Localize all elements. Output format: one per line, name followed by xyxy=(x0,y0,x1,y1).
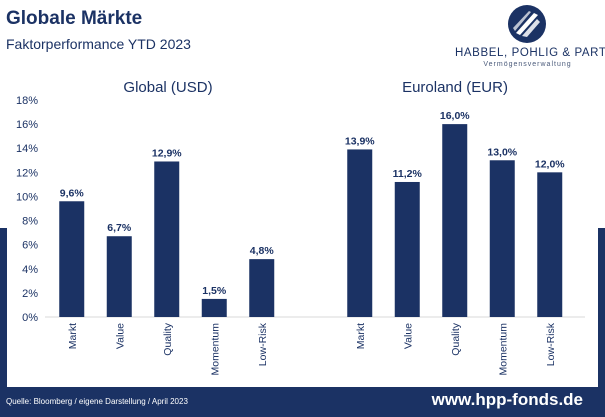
bar xyxy=(489,160,515,317)
y-tick-label: 14% xyxy=(16,143,38,155)
bar xyxy=(106,236,132,317)
data-label: 12,9% xyxy=(152,147,182,159)
bar xyxy=(442,124,468,317)
data-label: 1,5% xyxy=(202,285,227,297)
bar xyxy=(154,161,180,317)
website-url[interactable]: www.hpp-fonds.de xyxy=(431,390,583,409)
y-tick-label: 10% xyxy=(16,191,38,203)
panel-title: Global (USD) xyxy=(123,79,212,96)
source-note: Quelle: Bloomberg / eigene Darstellung /… xyxy=(6,397,188,406)
bar-chart: 0% 2% 4% 6% 8% 10% 12% 14% 16% 18% Global (USD) 9,6… xyxy=(16,79,585,376)
bar xyxy=(347,149,373,317)
page-title: Globale Märkte xyxy=(6,8,143,29)
bar xyxy=(394,181,420,317)
data-label: 16,0% xyxy=(440,110,470,122)
x-tick-label: Value xyxy=(114,323,126,349)
logo-emblem-icon xyxy=(508,5,546,43)
data-label: 11,2% xyxy=(393,168,423,180)
data-label: 12,0% xyxy=(535,158,565,170)
bar xyxy=(249,259,275,317)
y-tick-label: 2% xyxy=(22,288,38,300)
y-tick-label: 12% xyxy=(16,167,38,179)
y-tick-label: 18% xyxy=(16,95,38,107)
page-subtitle: Faktorperformance YTD 2023 xyxy=(6,36,191,52)
x-tick-label: Quality xyxy=(450,322,462,355)
x-tick-label: Low-Risk xyxy=(257,322,269,366)
data-label: 13,9% xyxy=(345,135,375,147)
x-tick-label: Momentum xyxy=(497,323,509,376)
x-tick-label: Low-Risk xyxy=(545,322,557,366)
data-label: 6,7% xyxy=(107,222,132,234)
data-label: 13,0% xyxy=(487,146,517,158)
left-accent-bar xyxy=(0,228,7,388)
bar xyxy=(201,298,227,317)
company-logo: HABBEL, POHLIG & PARTNER Vermögensverwal… xyxy=(455,4,605,70)
panel-title: Euroland (EUR) xyxy=(402,79,508,96)
x-tick-label: Markt xyxy=(355,323,367,349)
logo-tagline: Vermögensverwaltung xyxy=(483,61,572,68)
data-label: 9,6% xyxy=(60,187,85,199)
bar xyxy=(59,201,85,317)
y-tick-label: 6% xyxy=(22,240,38,252)
data-label: 4,8% xyxy=(250,245,275,257)
y-tick-label: 16% xyxy=(16,119,38,131)
right-accent-bar xyxy=(598,228,605,388)
y-tick-label: 0% xyxy=(22,312,38,324)
y-tick-label: 4% xyxy=(22,264,38,276)
footer-bar: Quelle: Bloomberg / eigene Darstellung /… xyxy=(0,387,605,417)
logo-company-name: HABBEL, POHLIG & PARTNER xyxy=(455,47,605,59)
x-tick-label: Quality xyxy=(162,322,174,355)
bar xyxy=(537,172,563,317)
x-tick-label: Markt xyxy=(67,323,79,349)
y-tick-label: 8% xyxy=(22,216,38,228)
x-tick-label: Value xyxy=(402,323,414,349)
x-tick-label: Momentum xyxy=(209,323,221,376)
